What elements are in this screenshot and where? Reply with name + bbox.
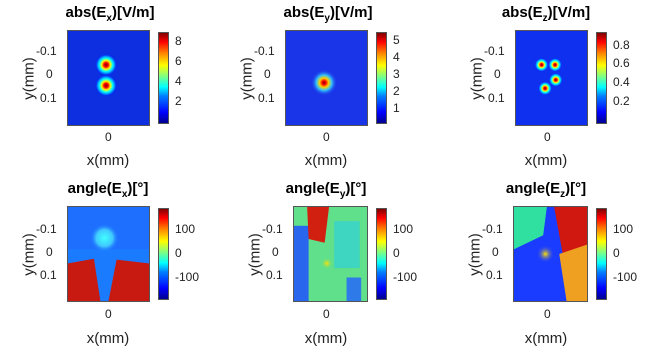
x-axis-label: x(mm) [524, 152, 568, 169]
y-tick: 0 [272, 245, 279, 259]
y-tick: 0.1 [40, 268, 57, 282]
heatmap-abs-ex [67, 30, 150, 126]
y-tick: -0.1 [484, 44, 505, 58]
colorbar-tick: 0.8 [613, 38, 630, 52]
panel-title: angle(Ez)[°] [505, 180, 587, 200]
field-texture [516, 31, 587, 125]
y-tick: 0 [46, 67, 53, 81]
heatmap-abs-ez [515, 30, 588, 126]
heatmap-abs-ey [285, 30, 368, 126]
colorbar-tick: 0 [175, 246, 182, 260]
colorbar-tick: 1 [393, 101, 400, 115]
y-tick: 0.1 [40, 91, 57, 105]
x-axis-label: x(mm) [86, 330, 130, 347]
colorbar-tick: 2 [393, 84, 400, 98]
colorbar [158, 32, 169, 124]
colorbar-tick: 100 [175, 222, 196, 236]
y-tick: 0.1 [486, 268, 503, 282]
y-tick: -0.1 [262, 222, 283, 236]
colorbar-tick: 6 [175, 54, 182, 68]
y-axis-label: y(mm) [238, 57, 256, 100]
colorbar-tick: 0.6 [613, 56, 630, 70]
x-axis-label: x(mm) [304, 152, 348, 169]
y-tick: 0.1 [266, 268, 283, 282]
x-axis-label: x(mm) [304, 330, 348, 347]
y-axis-label: y(mm) [468, 57, 486, 100]
field-texture [514, 207, 587, 301]
y-tick: -0.1 [254, 44, 275, 58]
heatmap-angle-ez [513, 206, 588, 302]
colorbar-tick: 100 [393, 222, 414, 236]
y-tick: 0 [46, 245, 53, 259]
colorbar-tick: 4 [393, 50, 400, 64]
colorbar-tick: 0 [393, 246, 400, 260]
colorbar [158, 208, 169, 300]
y-tick: -0.1 [36, 222, 57, 236]
colorbar-tick: 100 [613, 222, 634, 236]
colorbar-tick: -100 [175, 270, 200, 284]
colorbar-tick: 3 [393, 67, 400, 81]
x-tick: 0 [323, 307, 330, 321]
x-tick: 0 [544, 307, 551, 321]
heatmap-angle-ey [293, 206, 368, 302]
colorbar-tick: 8 [175, 34, 182, 48]
x-axis-label: x(mm) [86, 152, 130, 169]
colorbar-tick: 0 [613, 246, 620, 260]
colorbar [596, 32, 607, 124]
y-tick: 0.1 [488, 91, 505, 105]
y-tick: -0.1 [482, 222, 503, 236]
x-tick: 0 [105, 307, 112, 321]
y-axis-label: y(mm) [20, 57, 38, 100]
colorbar [596, 208, 607, 300]
field-texture [68, 31, 149, 125]
x-tick: 0 [323, 130, 330, 144]
panel-title: angle(Ex)[°] [67, 180, 149, 200]
colorbar-tick: -100 [613, 270, 638, 284]
colorbar [376, 208, 387, 300]
field-texture [68, 207, 149, 301]
y-axis-label: y(mm) [466, 233, 484, 276]
y-tick: 0.1 [258, 91, 275, 105]
colorbar-tick: 5 [393, 33, 400, 47]
panel-title: angle(Ey)[°] [285, 180, 367, 200]
heatmap-angle-ex [67, 206, 150, 302]
colorbar-tick: -100 [393, 270, 418, 284]
colorbar-tick: 0.2 [613, 94, 630, 108]
colorbar [376, 32, 387, 124]
field-texture [294, 207, 367, 301]
x-axis-label: x(mm) [524, 330, 568, 347]
y-tick: 0 [264, 67, 271, 81]
y-tick: -0.1 [36, 44, 57, 58]
x-tick: 0 [544, 130, 551, 144]
colorbar-tick: 0.4 [613, 75, 630, 89]
panel-title: abs(Ey)[V/m] [283, 4, 373, 24]
y-axis-label: y(mm) [246, 233, 264, 276]
field-texture [286, 31, 367, 125]
panel-title: abs(Ex)[V/m] [65, 4, 155, 24]
y-axis-label: y(mm) [20, 233, 38, 276]
colorbar-tick: 4 [175, 74, 182, 88]
y-tick: 0 [492, 245, 499, 259]
y-tick: 0 [494, 67, 501, 81]
colorbar-tick: 2 [175, 94, 182, 108]
x-tick: 0 [105, 130, 112, 144]
panel-title: abs(Ez)[V/m] [501, 4, 591, 24]
